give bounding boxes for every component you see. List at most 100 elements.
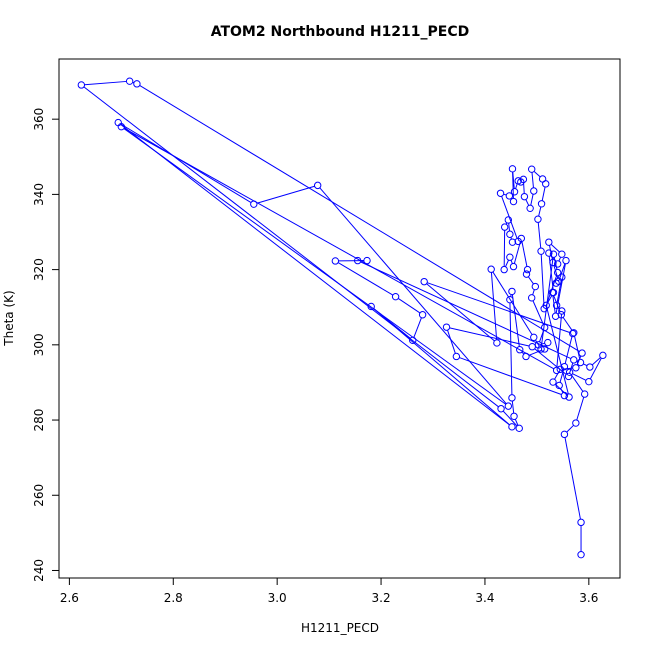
data-point: [420, 277, 428, 286]
data-point: [497, 405, 505, 413]
data-point: [577, 518, 585, 527]
data-point: [558, 307, 566, 315]
data-point: [560, 362, 569, 371]
series-segment: [558, 256, 562, 262]
series-segment: [532, 289, 535, 295]
data-point: [542, 301, 550, 310]
x-tick-label: 2.8: [164, 591, 183, 605]
data-point: [562, 256, 570, 265]
data-point: [125, 77, 134, 85]
data-point: [452, 352, 461, 361]
x-tick-label: 3.4: [475, 591, 494, 605]
data-point: [508, 238, 517, 246]
data-point: [515, 424, 523, 433]
series-segment: [319, 187, 507, 405]
y-tick-label: 260: [32, 484, 46, 507]
data-point: [544, 338, 552, 347]
data-point: [526, 204, 534, 213]
series-segment: [83, 86, 499, 408]
data-point: [487, 265, 495, 273]
series-segment: [564, 336, 573, 364]
data-point: [549, 288, 558, 297]
y-axis: 240 260 280 300 320 340 360: [32, 108, 60, 582]
data-point: [537, 247, 545, 255]
data-point: [569, 329, 577, 338]
x-tick-label: 3.0: [268, 591, 287, 605]
series-segment: [571, 374, 584, 392]
data-point: [534, 215, 542, 223]
data-point: [509, 262, 518, 271]
data-point: [552, 301, 561, 310]
x-axis-label: H1211_PECD: [301, 621, 379, 635]
data-point: [250, 200, 258, 208]
data-point: [549, 250, 558, 258]
y-tick-label: 280: [32, 409, 46, 432]
series-segment: [447, 330, 456, 354]
data-point: [578, 349, 586, 357]
data-point: [363, 256, 371, 265]
data-point: [531, 282, 540, 291]
data-point: [549, 258, 557, 267]
series-segment: [569, 362, 574, 374]
y-tick-label: 340: [32, 183, 46, 206]
series-segment: [514, 419, 519, 426]
data-point: [313, 181, 322, 190]
data-point: [586, 363, 594, 371]
data-point: [553, 268, 562, 277]
series-segment: [559, 263, 566, 279]
data-point: [599, 351, 607, 360]
data-point: [555, 381, 563, 390]
series-line: [83, 80, 602, 552]
data-point: [551, 312, 560, 320]
data-point: [553, 260, 562, 268]
series-segment: [546, 308, 569, 395]
series-segment: [528, 349, 542, 356]
data-point: [558, 250, 566, 258]
series-segment: [511, 400, 515, 414]
series-segment: [123, 128, 507, 405]
data-point: [509, 197, 518, 206]
series-segment: [532, 300, 544, 325]
data-point: [510, 188, 519, 196]
data-point: [523, 265, 532, 274]
data-point: [558, 273, 566, 281]
data-point: [500, 265, 508, 274]
data-point: [549, 378, 557, 386]
x-tick-label: 2.6: [60, 591, 79, 605]
series-segment: [123, 127, 555, 370]
data-point: [505, 192, 514, 200]
series-segment: [591, 357, 601, 366]
data-point: [442, 323, 451, 331]
series-segment: [527, 276, 534, 285]
data-point: [572, 419, 580, 427]
data-point: [517, 234, 526, 243]
data-point: [77, 81, 86, 89]
data-point: [527, 165, 536, 173]
series-segment: [139, 85, 580, 352]
data-point: [508, 423, 516, 431]
data-point: [527, 294, 536, 302]
series-segment: [509, 302, 513, 395]
series-points: [77, 77, 607, 559]
series-segment: [513, 241, 521, 264]
data-point: [572, 364, 580, 372]
data-point: [391, 292, 400, 301]
data-point: [506, 253, 514, 261]
data-point: [510, 412, 518, 420]
series-segment: [555, 263, 566, 314]
series-segment: [523, 182, 525, 194]
series-segment: [538, 206, 542, 217]
data-point: [537, 345, 545, 353]
data-point: [576, 358, 585, 367]
series-segment: [566, 424, 574, 433]
series-segment: [541, 186, 546, 201]
data-point: [552, 366, 561, 375]
data-point: [530, 333, 538, 342]
series-segment: [540, 257, 554, 346]
chart-title: ATOM2 Northbound H1211_PECD: [211, 24, 470, 40]
data-point: [522, 270, 531, 278]
data-point: [496, 189, 505, 197]
data-point: [520, 192, 529, 201]
series-segment: [550, 243, 560, 253]
